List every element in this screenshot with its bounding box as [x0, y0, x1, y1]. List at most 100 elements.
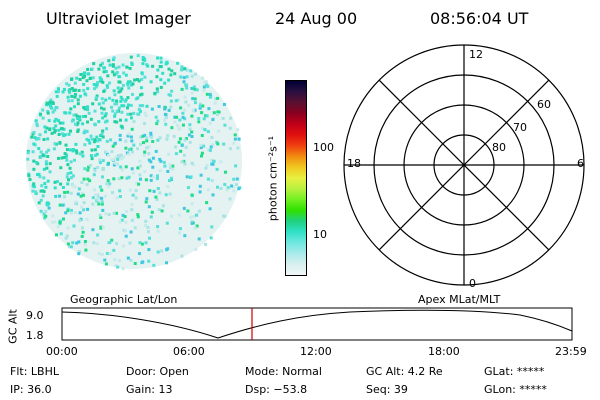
- image-pixel: [124, 234, 128, 238]
- image-pixel: [42, 176, 46, 180]
- image-pixel: [167, 152, 171, 156]
- image-disk: [26, 53, 242, 269]
- image-pixel: [170, 126, 174, 130]
- image-pixel: [78, 78, 82, 81]
- image-pixel: [175, 115, 179, 119]
- image-pixel: [112, 163, 116, 167]
- image-pixel: [62, 156, 66, 159]
- image-pixel: [126, 96, 130, 100]
- image-pixel: [138, 241, 142, 245]
- image-pixel: [101, 175, 104, 179]
- colorbar-tick-100: 100: [313, 141, 334, 154]
- image-pixel: [210, 136, 214, 139]
- image-pixel: [159, 56, 163, 60]
- image-pixel: [157, 208, 161, 212]
- image-pixel: [35, 122, 39, 126]
- image-pixel: [75, 151, 79, 155]
- image-pixel: [42, 212, 46, 216]
- image-pixel: [160, 209, 164, 213]
- image-pixel: [118, 259, 121, 262]
- image-pixel: [129, 55, 133, 59]
- image-pixel: [160, 249, 164, 253]
- image-pixel: [217, 129, 221, 133]
- image-pixel: [35, 161, 39, 164]
- instrument-title: Ultraviolet Imager: [46, 9, 191, 28]
- image-pixel: [133, 262, 137, 265]
- image-pixel: [101, 116, 105, 120]
- image-pixel: [41, 194, 45, 198]
- image-pixel: [97, 252, 101, 255]
- image-pixel: [232, 177, 236, 181]
- image-pixel: [65, 158, 69, 162]
- image-pixel: [211, 193, 215, 197]
- image-pixel: [102, 70, 106, 74]
- image-pixel: [124, 146, 128, 150]
- image-pixel: [190, 135, 194, 138]
- image-pixel: [163, 107, 167, 111]
- image-pixel: [66, 209, 70, 213]
- image-pixel: [124, 229, 128, 233]
- image-pixel: [101, 101, 105, 105]
- image-pixel: [118, 80, 122, 84]
- image-pixel: [111, 144, 115, 148]
- image-pixel: [130, 208, 134, 212]
- image-pixel: [112, 89, 116, 93]
- x-tick-0000: 00:00: [46, 345, 78, 358]
- image-pixel: [143, 75, 147, 79]
- image-pixel: [164, 193, 168, 197]
- image-pixel: [94, 96, 98, 100]
- image-pixel: [237, 187, 241, 191]
- image-pixel: [136, 213, 140, 217]
- image-pixel: [145, 104, 149, 108]
- image-pixel: [55, 233, 58, 237]
- image-pixel: [120, 104, 124, 108]
- image-pixel: [132, 111, 136, 115]
- image-pixel: [93, 154, 97, 157]
- image-pixel: [163, 112, 167, 116]
- image-pixel: [47, 148, 51, 152]
- date-label: 24 Aug 00: [275, 9, 358, 28]
- image-pixel: [120, 157, 124, 161]
- image-pixel: [73, 81, 77, 85]
- image-pixel: [100, 202, 104, 206]
- image-pixel: [179, 75, 183, 79]
- image-pixel: [75, 241, 79, 245]
- image-pixel: [130, 202, 134, 206]
- image-pixel: [98, 158, 102, 162]
- image-pixel: [101, 225, 105, 229]
- image-pixel: [170, 69, 174, 73]
- image-pixel: [120, 168, 124, 172]
- image-pixel: [149, 178, 153, 182]
- image-pixel: [198, 190, 202, 194]
- image-pixel: [193, 108, 197, 112]
- image-pixel: [83, 71, 87, 75]
- status-dsp: Dsp: −53.8: [245, 383, 308, 396]
- image-pixel: [226, 186, 230, 190]
- image-pixel: [112, 177, 116, 181]
- status-seq: Seq: 39: [366, 383, 408, 396]
- image-pixel: [126, 134, 130, 138]
- image-pixel: [105, 84, 109, 88]
- image-pixel: [183, 117, 187, 121]
- image-pixel: [108, 63, 112, 67]
- image-pixel: [64, 143, 68, 147]
- image-pixel: [114, 66, 118, 70]
- image-pixel: [46, 137, 50, 141]
- image-pixel: [197, 117, 201, 120]
- image-pixel: [121, 213, 125, 217]
- image-pixel: [183, 162, 187, 166]
- image-pixel: [180, 143, 184, 147]
- image-pixel: [44, 162, 48, 166]
- image-pixel: [117, 75, 121, 79]
- image-pixel: [169, 105, 173, 109]
- image-pixel: [158, 169, 162, 173]
- image-pixel: [138, 104, 142, 108]
- image-pixel: [107, 213, 111, 217]
- image-pixel: [201, 76, 204, 80]
- image-pixel: [86, 72, 90, 76]
- image-pixel: [82, 82, 86, 86]
- image-pixel: [60, 156, 64, 160]
- image-pixel: [115, 99, 119, 103]
- image-pixel: [99, 226, 103, 230]
- image-pixel: [83, 240, 87, 243]
